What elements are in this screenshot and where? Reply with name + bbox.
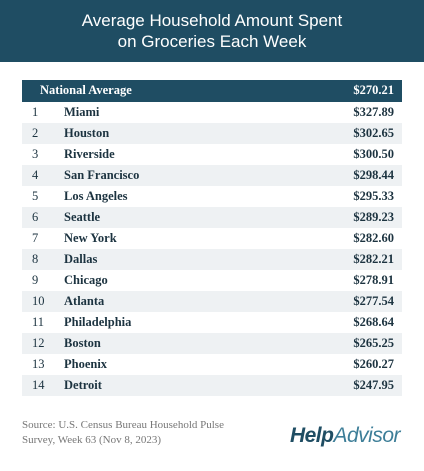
rank: 14: [32, 378, 45, 392]
table-row: 5 Los Angeles $295.33: [22, 186, 402, 207]
city: Dallas: [64, 252, 98, 266]
logo-part: Advisor: [333, 424, 400, 447]
city: Riverside: [64, 147, 115, 161]
logo-part: Help: [289, 424, 334, 447]
table-row: 2 Houston $302.65: [22, 123, 402, 144]
city: Houston: [64, 126, 110, 140]
amount: $302.65: [353, 126, 394, 140]
rank: 3: [32, 147, 39, 161]
table-row: 7 New York $282.60: [22, 228, 402, 249]
source: Source: U.S. Census Bureau Household Pul…: [22, 418, 224, 448]
amount: $300.50: [353, 147, 394, 161]
rank: 13: [32, 357, 45, 371]
city: Los Angeles: [64, 189, 128, 203]
amount: $277.54: [353, 294, 394, 308]
source-line: Source: U.S. Census Bureau Household Pul…: [22, 419, 224, 431]
rank: 2: [32, 126, 39, 140]
city: Detroit: [64, 378, 102, 392]
rank: 6: [32, 210, 39, 224]
table-row: 12 Boston $265.25: [22, 333, 402, 354]
table-header: National Average $270.21: [22, 80, 402, 102]
table-row: 8 Dallas $282.21: [22, 249, 402, 270]
table: National Average $270.21 1 Miami $327.89 2 H…: [22, 80, 402, 396]
amount: $247.95: [353, 378, 394, 392]
title-line: on Groceries Each Week: [117, 32, 307, 51]
amount: $289.23: [353, 210, 394, 224]
amount: $282.21: [353, 252, 394, 266]
amount: $268.64: [353, 315, 394, 329]
title-banner: Average Household Amount Spent on Grocer…: [0, 0, 424, 62]
table-row: 9 Chicago $278.91: [22, 270, 402, 291]
rank: 5: [32, 189, 39, 203]
city: Phoenix: [64, 357, 108, 371]
table-row: 6 Seattle $289.23: [22, 207, 402, 228]
table-row: 14 Detroit $247.95: [22, 375, 402, 396]
amount: $278.91: [353, 273, 394, 287]
table-row: 10 Atlanta $277.54: [22, 291, 402, 312]
rank: 11: [32, 315, 45, 329]
header-value: $270.21: [353, 83, 394, 97]
table-row: 1 Miami $327.89: [22, 102, 402, 123]
city: Boston: [64, 336, 101, 350]
header-label: National Average: [40, 83, 132, 97]
amount: $298.44: [353, 168, 394, 182]
city: Chicago: [64, 273, 108, 287]
rank: 1: [32, 105, 39, 119]
rank: 7: [32, 231, 39, 245]
amount: $295.33: [353, 189, 394, 203]
table-row: 4 San Francisco $298.44: [22, 165, 402, 186]
amount: $260.27: [353, 357, 394, 371]
city: New York: [64, 231, 117, 245]
amount: $327.89: [353, 105, 394, 119]
table-row: 11 Philadelphia $268.64: [22, 312, 402, 333]
rank: 9: [32, 273, 39, 287]
city: Seattle: [64, 210, 101, 224]
rank: 10: [32, 294, 45, 308]
city: San Francisco: [64, 168, 140, 182]
city: Philadelphia: [64, 315, 132, 329]
amount: $282.60: [353, 231, 394, 245]
amount: $265.25: [353, 336, 394, 350]
city: Miami: [64, 105, 100, 119]
rank: 4: [32, 168, 39, 182]
rank: 8: [32, 252, 39, 266]
table-row: 3 Riverside $300.50: [22, 144, 402, 165]
logo: HelpAdvisor: [289, 424, 401, 448]
city: Atlanta: [64, 294, 105, 308]
title-line: Average Household Amount Spent: [81, 11, 343, 30]
source-line: Survey, Week 63 (Nov 8, 2023): [22, 434, 162, 446]
table-row: 13 Phoenix $260.27: [22, 354, 402, 375]
rank: 12: [32, 336, 45, 350]
